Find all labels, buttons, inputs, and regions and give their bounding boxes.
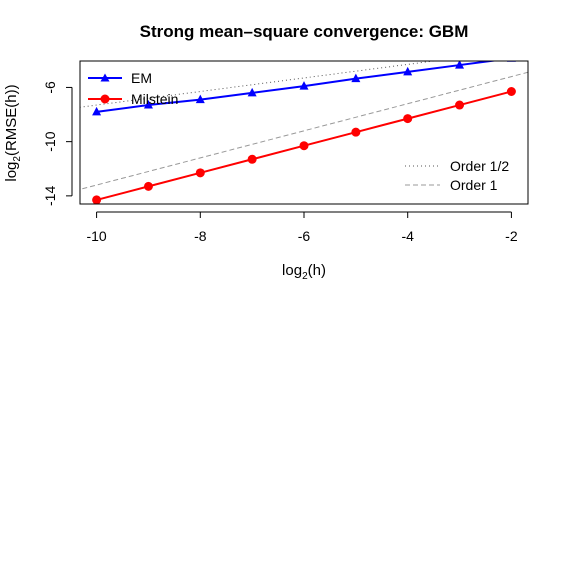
point-milstein <box>351 127 361 137</box>
y-tick-label: -14 <box>42 186 58 206</box>
legend-milstein-label: Milstein <box>131 91 178 107</box>
point-milstein <box>506 86 516 96</box>
legend-milstein-marker <box>100 94 110 104</box>
point-milstein <box>143 181 153 191</box>
plot-frame <box>79 60 529 205</box>
y-axis-label: log2(RMSE(h)) <box>3 84 23 181</box>
x-tick-label: -4 <box>401 228 414 244</box>
legend-em-label: EM <box>131 70 152 86</box>
x-axis-label: log2(h) <box>282 262 326 282</box>
point-milstein <box>403 114 413 124</box>
legend-em-marker <box>100 73 110 82</box>
y-tick-label: -6 <box>42 81 58 94</box>
point-milstein <box>247 154 257 164</box>
point-em <box>195 94 205 104</box>
legend-order-half-label: Order 1/2 <box>450 158 509 174</box>
chart-title: Strong mean–square convergence: GBM <box>140 22 469 41</box>
point-em <box>92 106 102 116</box>
y-tick-label: -10 <box>42 131 58 151</box>
x-axis: -10 -8 -6 -4 -2 <box>86 211 518 244</box>
legend-series: EM Milstein <box>88 70 178 107</box>
y-axis: -6 -10 -14 <box>42 81 73 206</box>
point-em <box>351 73 361 83</box>
point-em <box>247 87 257 97</box>
series-layer <box>92 61 516 204</box>
reference-line-order-one <box>80 71 528 190</box>
x-tick-label: -6 <box>298 228 311 244</box>
legend-order-one-label: Order 1 <box>450 177 498 193</box>
point-milstein <box>299 141 309 151</box>
point-em <box>299 81 309 90</box>
point-em <box>455 61 465 69</box>
point-em <box>403 66 413 76</box>
point-milstein <box>455 100 465 110</box>
x-tick-label: -8 <box>194 228 207 244</box>
x-tick-label: -2 <box>505 228 518 244</box>
x-tick-label: -10 <box>86 228 106 244</box>
legend-reference: Order 1/2 Order 1 <box>405 158 509 193</box>
point-milstein <box>195 168 205 178</box>
reference-lines <box>80 61 528 190</box>
point-milstein <box>92 195 102 204</box>
reference-line-order-half <box>80 61 438 108</box>
point-em <box>143 100 153 109</box>
